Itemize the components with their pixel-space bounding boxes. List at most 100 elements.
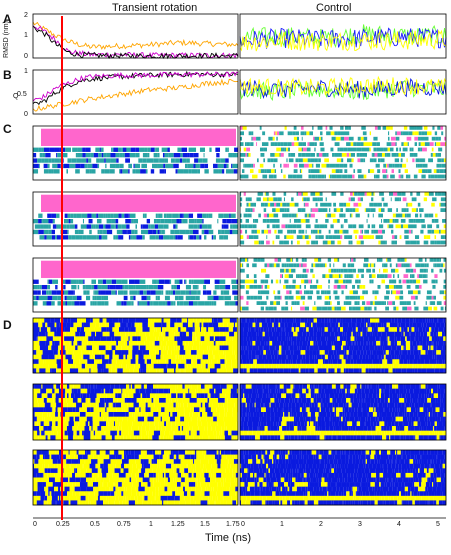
residue-state <box>353 241 357 245</box>
contact-cell <box>327 318 329 323</box>
residue-state <box>325 131 326 135</box>
residue-state <box>343 230 344 234</box>
contact-cell <box>294 341 297 346</box>
contact-cell <box>274 355 278 360</box>
residue-state <box>321 258 322 262</box>
contact-cell <box>198 389 202 394</box>
contact-cell <box>410 350 413 355</box>
residue-state <box>169 224 174 228</box>
residue-state <box>289 235 293 239</box>
residue-state <box>52 235 55 239</box>
residue-state <box>350 296 354 300</box>
residue-state <box>355 164 356 168</box>
contact-cell <box>67 318 70 323</box>
residue-state <box>338 269 340 273</box>
residue-state <box>285 197 290 201</box>
residue-state <box>226 219 232 223</box>
contact-cell <box>179 412 184 417</box>
contact-cell <box>128 417 135 422</box>
residue-state <box>353 214 356 218</box>
residue-state <box>293 241 297 245</box>
residue-state <box>180 153 182 157</box>
contact-cell <box>258 332 262 337</box>
residue-state <box>256 175 258 179</box>
residue-state <box>371 280 373 284</box>
residue-state <box>269 235 272 239</box>
contact-cell <box>191 407 194 412</box>
contact-cell <box>136 318 143 323</box>
residue-state <box>441 153 443 157</box>
residue-state <box>111 219 115 223</box>
residue-state <box>210 280 215 284</box>
residue-state <box>423 258 425 262</box>
residue-state <box>395 164 399 168</box>
residue-state <box>352 169 353 173</box>
residue-state <box>364 274 366 278</box>
residue-state <box>348 224 352 228</box>
residue-state <box>122 148 123 152</box>
contact-cell <box>388 336 390 341</box>
contact-cell <box>321 332 323 337</box>
residue-state <box>136 214 139 218</box>
contact-cell <box>299 368 301 373</box>
residue-state <box>440 274 445 278</box>
contact-cell <box>153 407 158 412</box>
residue-state <box>65 148 71 152</box>
residue-state <box>388 192 390 196</box>
contact-cell <box>110 431 117 436</box>
contact-cell <box>240 336 244 341</box>
residue-state <box>72 235 76 239</box>
residue-state <box>319 235 321 239</box>
residue-state <box>301 224 305 228</box>
contact-cell <box>254 327 255 332</box>
contact-cell <box>159 426 162 431</box>
residue-state <box>359 274 361 278</box>
contact-cell <box>405 336 407 341</box>
contact-cell <box>93 350 100 355</box>
residue-state <box>375 301 377 305</box>
residue-state <box>179 301 183 305</box>
residue-state <box>432 126 434 130</box>
contact-cell <box>414 359 418 364</box>
contact-cell <box>337 368 339 373</box>
residue-state <box>246 274 249 278</box>
contact-cell <box>58 417 59 422</box>
contact-cell <box>412 318 413 323</box>
contact-cell <box>162 318 164 323</box>
residue-state <box>434 241 436 245</box>
residue-state <box>57 235 61 239</box>
contact-cell <box>206 327 208 332</box>
residue-state <box>210 285 214 289</box>
residue-state <box>116 164 120 168</box>
residue-state <box>38 169 44 173</box>
contact-cell <box>93 426 95 431</box>
residue-state <box>254 258 258 262</box>
residue-state <box>224 164 226 168</box>
contact-cell <box>213 412 220 417</box>
residue-state <box>374 307 376 311</box>
residue-state <box>395 175 399 179</box>
residue-state <box>320 269 324 273</box>
contact-cell <box>293 355 298 360</box>
residue-state <box>262 285 264 289</box>
residue-state <box>267 175 269 179</box>
residue-state <box>55 285 56 289</box>
residue-state <box>166 214 168 218</box>
residue-state <box>398 153 401 157</box>
contact-cell <box>214 341 216 346</box>
residue-state <box>223 296 225 300</box>
residue-state <box>394 235 397 239</box>
residue-state <box>428 208 429 212</box>
residue-state <box>39 164 40 168</box>
residue-state <box>395 269 398 273</box>
residue-state <box>386 197 391 201</box>
residue-state <box>395 301 400 305</box>
contact-cell <box>321 323 324 328</box>
residue-state <box>381 241 385 245</box>
contact-cell <box>329 327 332 332</box>
residue-state <box>380 280 381 284</box>
residue-state <box>301 285 304 289</box>
contact-cell <box>183 426 190 431</box>
contact-cell <box>283 346 286 351</box>
residue-state <box>352 235 355 239</box>
